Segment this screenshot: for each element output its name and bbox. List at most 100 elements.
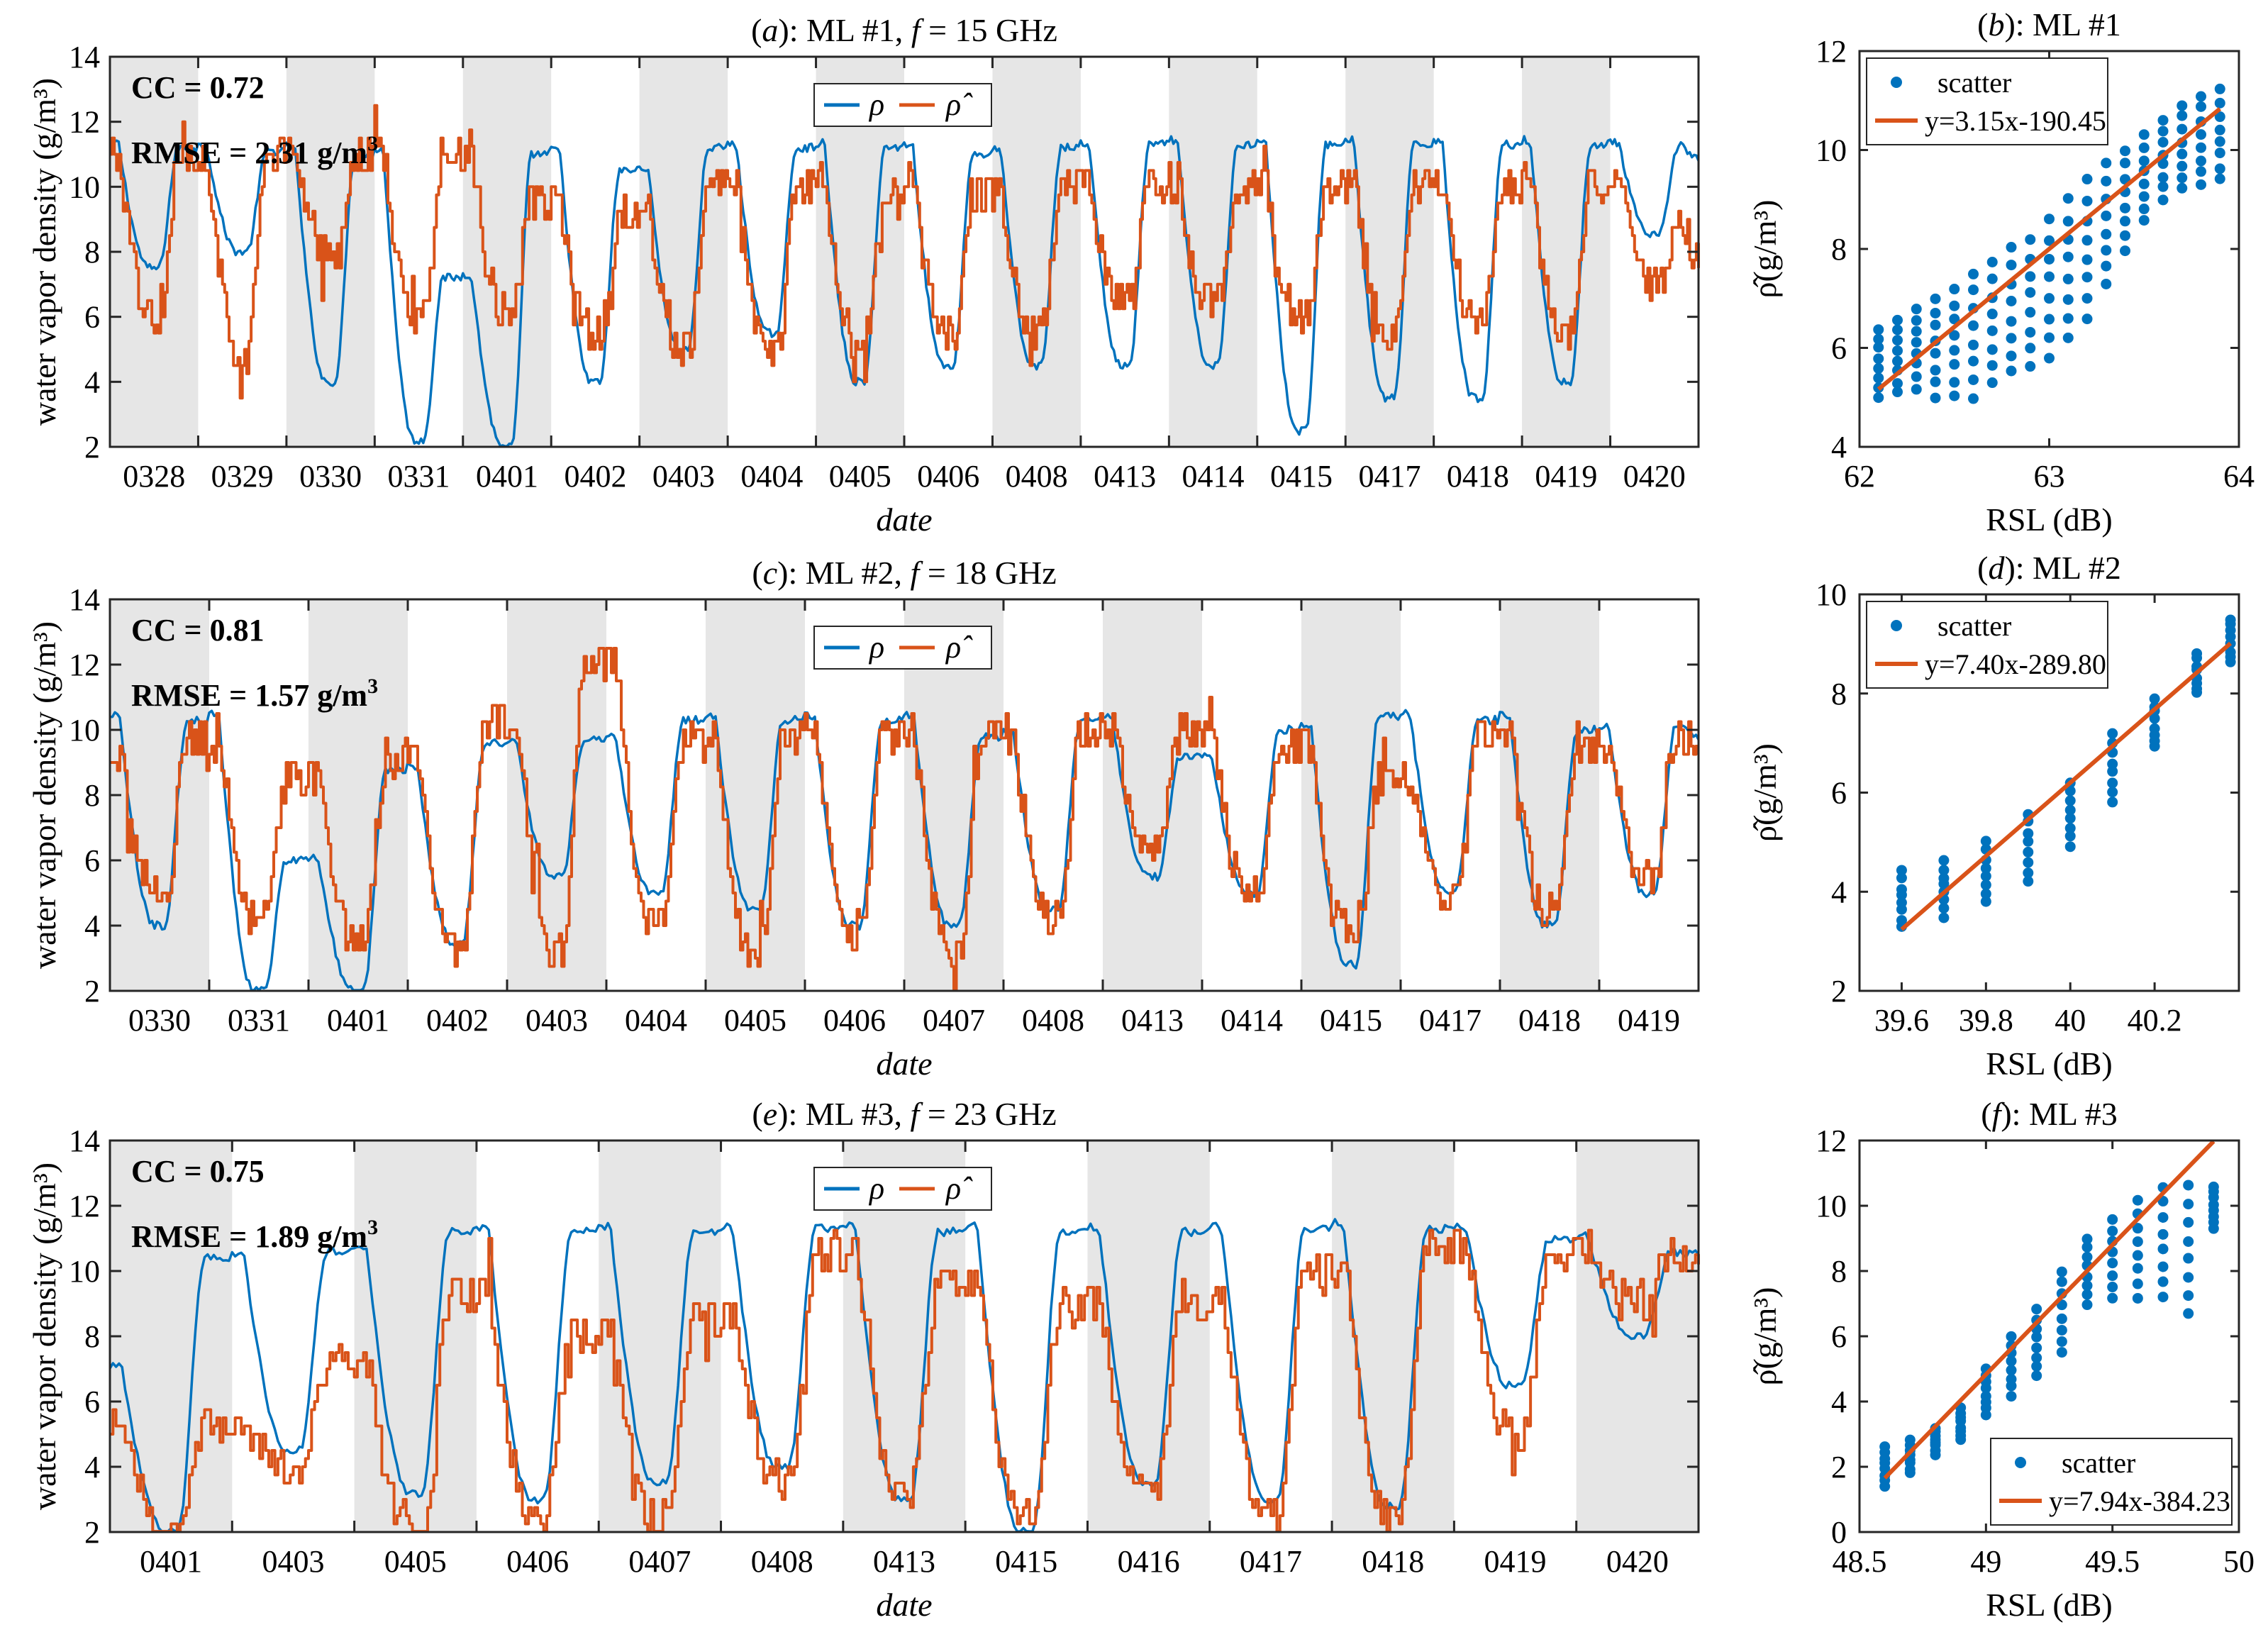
y-axis-label: water vapor density (g/m³) [26,1162,62,1510]
y-tick-label: 14 [69,1123,100,1158]
scatter-point [1911,337,1922,348]
x-tick-label: 0420 [1623,459,1686,494]
x-tick-label: 0416 [1118,1544,1180,1579]
scatter-point [2177,100,2188,111]
scatter-point [2006,1331,2017,1342]
scatter-point [2044,213,2055,225]
shaded-day-band [706,599,805,991]
x-tick-label: 0406 [506,1544,569,1579]
y-tick-label: 4 [1831,430,1847,465]
scatter-point [2149,713,2160,724]
scatter-point [2120,216,2130,227]
scatter-point [1986,309,1998,320]
shaded-day-band [308,599,408,991]
x-tick-label: 50 [2223,1544,2255,1579]
x-tick-label: 0415 [1270,459,1333,494]
scatter-point [2031,1370,2042,1382]
scatter-point [2138,215,2150,226]
scatter-point [1938,872,1950,884]
y-tick-label: 6 [1831,331,1847,366]
scatter-point [2183,1308,2194,1319]
x-axis-label: date [876,1045,932,1082]
scatter-point [2196,129,2206,140]
x-tick-label: 0405 [384,1544,447,1579]
y-axis-label: ρ̂(g/m³) [1747,743,1783,842]
scatter-point [2031,1352,2042,1363]
scatter-point [2081,254,2093,265]
scatter-point [2025,234,2036,245]
y-tick-label: 4 [84,365,100,399]
fit-line [1900,641,2233,931]
chart-title: (c): ML #2, f = 18 GHz [752,555,1056,591]
scatter-point [2023,876,2034,887]
x-tick-label: 0407 [923,1003,985,1038]
x-tick-label: 0418 [1447,459,1509,494]
scatter-point [2196,155,2206,167]
scatter-point [1968,374,1979,385]
scatter-point [2081,174,2093,185]
scatter-point [2006,296,2017,307]
scatter-point [1873,324,1884,335]
legend-label-rho: ρ [868,87,884,122]
scatter-point [1968,393,1979,404]
scatter-point [2064,831,2076,842]
scatter-point [2044,353,2055,364]
scatter-point [2157,126,2169,137]
scatter-point [2081,1299,2093,1311]
scatter-point [1949,313,1960,325]
scatter-point [2214,97,2225,109]
y-tick-label: 8 [84,235,100,270]
scatter-point [2062,294,2074,305]
x-axis-label: RSL (dB) [1986,501,2112,538]
x-tick-label: 40 [2055,1003,2086,1038]
x-axis-label: RSL (dB) [1986,1587,2112,1623]
x-tick-label: 0419 [1618,1003,1680,1038]
cc-annotation: CC = 0.72 [131,70,265,105]
scatter-point [2064,813,2076,824]
y-tick-label: 10 [1816,1189,1847,1223]
scatter-point [1930,348,1941,359]
scatter-point [2157,181,2169,192]
scatter-point [2006,242,2017,253]
scatter-point [2056,1336,2067,1347]
scatter-point [2138,129,2150,140]
scatter-point [2081,1241,2093,1253]
scatter-point [2208,1181,2219,1192]
scatter-point [2177,110,2188,121]
legend-swatch-scatter [2015,1457,2026,1468]
shaded-day-band [1500,599,1599,991]
x-tick-label: 0405 [724,1003,786,1038]
series-line-rho-hat [110,1228,1700,1533]
scatter-point [2006,333,2017,344]
x-tick-label: 0419 [1484,1544,1547,1579]
y-tick-label: 6 [84,843,100,878]
scatter-point [1892,324,1903,335]
scatter-point [2157,1261,2169,1272]
shaded-day-band [110,57,199,447]
scatter-point [1892,387,1903,398]
x-tick-label: 0402 [564,459,626,494]
scatter-point [2107,797,2118,808]
y-tick-label: 6 [84,1384,100,1419]
scatter-point [1930,307,1941,318]
shaded-day-band [1169,57,1257,447]
y-tick-label: 12 [69,648,100,682]
x-tick-label: 0413 [1121,1003,1184,1038]
y-tick-label: 6 [1831,1319,1847,1354]
x-axis-label: date [876,501,932,538]
scatter-point [2120,202,2130,213]
scatter-point [1911,326,1922,337]
x-tick-label: 0415 [1320,1003,1382,1038]
y-tick-label: 4 [1831,1384,1847,1419]
shaded-day-band [1103,599,1202,991]
scatter-point [1873,342,1884,353]
scatter-point [2183,1216,2194,1228]
chart-title: (e): ML #3, f = 23 GHz [752,1096,1056,1132]
y-axis-label: water vapor density (g/m³) [26,78,62,426]
x-tick-label: 0406 [917,459,979,494]
legend-label-rho: ρ [868,1171,884,1206]
fit-line [1883,1140,2216,1480]
y-tick-label: 4 [84,1450,100,1485]
x-tick-label: 39.6 [1874,1003,1929,1038]
scatter-point [2157,1228,2169,1240]
